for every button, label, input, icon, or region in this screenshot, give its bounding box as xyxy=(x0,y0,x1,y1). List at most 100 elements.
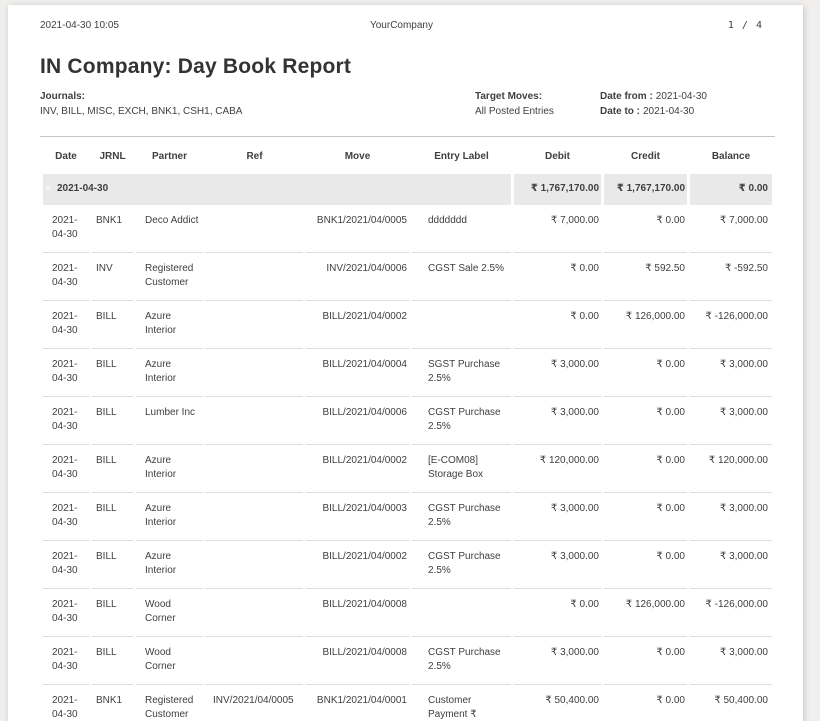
cell-credit: ₹ 0.00 xyxy=(604,541,687,589)
summary-credit: ₹ 1,767,170.00 xyxy=(604,174,687,205)
page-header: 2021-04-30 10:05 YourCompany 1 / 4 xyxy=(40,19,775,32)
table-row: 2021-04-30 BILL Azure Interior BILL/2021… xyxy=(43,493,772,541)
cell-credit: ₹ 0.00 xyxy=(604,349,687,397)
cell-journal: BILL xyxy=(92,493,133,541)
table-row: 2021-04-30 BILL Azure Interior BILL/2021… xyxy=(43,349,772,397)
cell-credit: ₹ 0.00 xyxy=(604,445,687,493)
cell-entry-label: CGST Purchase 2.5% xyxy=(412,493,511,541)
table-row: 2021-04-30 BILL Wood Corner BILL/2021/04… xyxy=(43,637,772,685)
header-company-name: YourCompany xyxy=(369,20,433,31)
cell-partner: Lumber Inc xyxy=(136,397,203,445)
summary-debit: ₹ 1,767,170.00 xyxy=(514,174,601,205)
cell-entry-label: SGST Purchase 2.5% xyxy=(412,349,511,397)
column-header-ref: Ref xyxy=(246,151,263,162)
cell-debit: ₹ 0.00 xyxy=(514,301,601,349)
date-to-line: Date to :2021-04-30 xyxy=(600,104,775,119)
cell-partner: Wood Corner xyxy=(136,637,203,685)
cell-date: 2021-04-30 xyxy=(43,445,89,493)
cell-date: 2021-04-30 xyxy=(43,301,89,349)
cell-move: BILL/2021/04/0006 xyxy=(306,397,409,445)
cell-journal: BILL xyxy=(92,637,133,685)
cell-partner: Deco Addict xyxy=(136,205,203,253)
cell-entry-label: Customer Payment ₹ 50,400.00 - Registere… xyxy=(412,685,511,721)
cell-ref: INV/2021/04/0005 xyxy=(206,685,303,721)
cell-move: BNK1/2021/04/0001 xyxy=(306,685,409,721)
cell-move: BILL/2021/04/0002 xyxy=(306,301,409,349)
cell-journal: BNK1 xyxy=(92,685,133,721)
cell-journal: BILL xyxy=(92,445,133,493)
cell-debit: ₹ 3,000.00 xyxy=(514,493,601,541)
table-row: 2021-04-30 BILL Wood Corner BILL/2021/04… xyxy=(43,589,772,637)
date-from-label: Date from : xyxy=(600,91,653,102)
cell-credit: ₹ 126,000.00 xyxy=(604,301,687,349)
cell-balance: ₹ 3,000.00 xyxy=(690,397,772,445)
journals-value: INV, BILL, MISC, EXCH, BNK1, CSH1, CABA xyxy=(40,106,243,117)
date-range-block: Date from :2021-04-30 Date to :2021-04-3… xyxy=(600,89,775,119)
report-page: 2021-04-30 10:05 YourCompany 1 / 4 IN Co… xyxy=(8,5,803,721)
table-row: 2021-04-30 BILL Azure Interior BILL/2021… xyxy=(43,445,772,493)
table-row: 2021-04-30 BILL Azure Interior BILL/2021… xyxy=(43,541,772,589)
cell-balance: ₹ 50,400.00 xyxy=(690,685,772,721)
cell-ref xyxy=(206,541,303,589)
cell-partner: Azure Interior xyxy=(136,349,203,397)
table-row: 2021-04-30 BILL Azure Interior BILL/2021… xyxy=(43,301,772,349)
column-header-move: Move xyxy=(344,151,371,162)
cell-move: BILL/2021/04/0003 xyxy=(306,493,409,541)
daybook-table: Date JRNL Partner Ref Move Entry Label D… xyxy=(40,136,775,721)
cell-date: 2021-04-30 xyxy=(43,493,89,541)
cell-partner: Wood Corner xyxy=(136,589,203,637)
report-title: IN Company: Day Book Report xyxy=(40,55,352,78)
table-body: 2021-04-30 ₹ 1,767,170.00 ₹ 1,767,170.00… xyxy=(43,174,772,721)
table-header-row: Date JRNL Partner Ref Move Entry Label D… xyxy=(43,137,772,174)
journals-label: Journals: xyxy=(40,91,86,102)
cell-entry-label: CGST Purchase 2.5% xyxy=(412,637,511,685)
cell-debit: ₹ 7,000.00 xyxy=(514,205,601,253)
cell-ref xyxy=(206,205,303,253)
group-caret-icon xyxy=(46,186,50,190)
cell-entry-label: [E-COM08] Storage Box xyxy=(412,445,511,493)
cell-credit: ₹ 0.00 xyxy=(604,205,687,253)
cell-balance: ₹ 7,000.00 xyxy=(690,205,772,253)
date-from-value: 2021-04-30 xyxy=(655,91,707,102)
cell-entry-label: CGST Sale 2.5% xyxy=(412,253,511,301)
cell-journal: BNK1 xyxy=(92,205,133,253)
cell-date: 2021-04-30 xyxy=(43,205,89,253)
column-header-partner: Partner xyxy=(151,151,187,162)
cell-ref xyxy=(206,397,303,445)
cell-balance: ₹ 3,000.00 xyxy=(690,349,772,397)
summary-balance: ₹ 0.00 xyxy=(690,174,772,205)
cell-date: 2021-04-30 xyxy=(43,349,89,397)
target-moves-block: Target Moves: All Posted Entries xyxy=(475,89,600,119)
cell-move: INV/2021/04/0006 xyxy=(306,253,409,301)
cell-entry-label: CGST Purchase 2.5% xyxy=(412,397,511,445)
column-header-debit: Debit xyxy=(545,151,570,162)
summary-date: 2021-04-30 xyxy=(57,183,109,194)
cell-date: 2021-04-30 xyxy=(43,589,89,637)
cell-credit: ₹ 126,000.00 xyxy=(604,589,687,637)
cell-journal: BILL xyxy=(92,541,133,589)
cell-ref xyxy=(206,637,303,685)
report-info-section: Journals: INV, BILL, MISC, EXCH, BNK1, C… xyxy=(40,89,775,119)
cell-debit: ₹ 120,000.00 xyxy=(514,445,601,493)
cell-credit: ₹ 0.00 xyxy=(604,637,687,685)
date-group-summary-row: 2021-04-30 ₹ 1,767,170.00 ₹ 1,767,170.00… xyxy=(43,174,772,205)
cell-balance: ₹ 120,000.00 xyxy=(690,445,772,493)
cell-debit: ₹ 0.00 xyxy=(514,589,601,637)
cell-date: 2021-04-30 xyxy=(43,253,89,301)
cell-ref xyxy=(206,445,303,493)
cell-credit: ₹ 0.00 xyxy=(604,685,687,721)
cell-debit: ₹ 50,400.00 xyxy=(514,685,601,721)
cell-date: 2021-04-30 xyxy=(43,637,89,685)
column-header-entry-label: Entry Label xyxy=(434,151,489,162)
cell-debit: ₹ 0.00 xyxy=(514,253,601,301)
cell-partner: Azure Interior xyxy=(136,445,203,493)
cell-partner: Registered Customer xyxy=(136,253,203,301)
header-datetime: 2021-04-30 10:05 xyxy=(40,20,119,31)
cell-balance: ₹ -126,000.00 xyxy=(690,301,772,349)
cell-balance: ₹ -126,000.00 xyxy=(690,589,772,637)
cell-credit: ₹ 0.00 xyxy=(604,493,687,541)
cell-balance: ₹ 3,000.00 xyxy=(690,637,772,685)
cell-entry-label: CGST Purchase 2.5% xyxy=(412,541,511,589)
column-header-credit: Credit xyxy=(631,151,660,162)
column-header-date: Date xyxy=(55,151,77,162)
